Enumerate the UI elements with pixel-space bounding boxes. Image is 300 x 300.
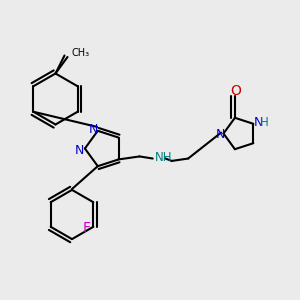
Text: O: O (230, 84, 241, 98)
Text: NH: NH (155, 151, 172, 164)
Text: H: H (260, 116, 269, 129)
Text: N: N (254, 116, 263, 129)
Text: F: F (83, 221, 91, 235)
Text: CH₃: CH₃ (72, 48, 90, 58)
Text: N: N (216, 128, 225, 141)
Text: N: N (88, 123, 98, 136)
Text: N: N (75, 143, 84, 157)
